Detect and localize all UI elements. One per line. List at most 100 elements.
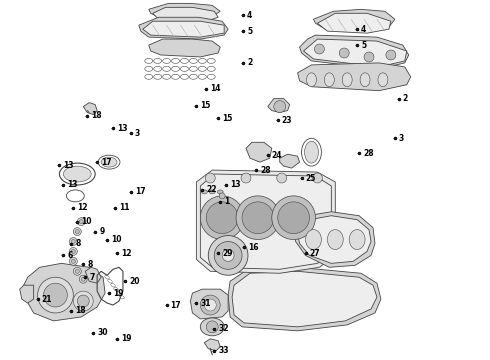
Circle shape bbox=[219, 193, 225, 199]
Circle shape bbox=[222, 249, 234, 261]
Polygon shape bbox=[280, 154, 299, 168]
Polygon shape bbox=[191, 289, 228, 319]
Circle shape bbox=[72, 249, 75, 253]
Circle shape bbox=[79, 275, 87, 283]
Text: 4: 4 bbox=[361, 25, 367, 34]
Text: 17: 17 bbox=[135, 188, 146, 197]
Polygon shape bbox=[232, 271, 377, 327]
Text: 5: 5 bbox=[361, 41, 366, 50]
Ellipse shape bbox=[349, 230, 365, 249]
Circle shape bbox=[313, 173, 322, 183]
Polygon shape bbox=[299, 35, 409, 69]
Circle shape bbox=[38, 277, 74, 313]
Circle shape bbox=[272, 196, 316, 239]
Ellipse shape bbox=[101, 157, 117, 167]
Polygon shape bbox=[297, 63, 411, 91]
Ellipse shape bbox=[307, 73, 317, 87]
Polygon shape bbox=[297, 216, 371, 264]
Text: 28: 28 bbox=[260, 166, 270, 175]
Text: 33: 33 bbox=[218, 346, 229, 355]
Polygon shape bbox=[20, 285, 34, 303]
Text: 22: 22 bbox=[206, 185, 217, 194]
Text: 24: 24 bbox=[272, 151, 282, 160]
Circle shape bbox=[72, 260, 75, 264]
Text: 2: 2 bbox=[403, 94, 408, 103]
Circle shape bbox=[70, 257, 77, 265]
Text: 20: 20 bbox=[129, 277, 139, 286]
Text: 14: 14 bbox=[210, 84, 221, 93]
Text: 3: 3 bbox=[399, 134, 404, 143]
Circle shape bbox=[200, 196, 244, 239]
Polygon shape bbox=[85, 267, 101, 283]
Text: 13: 13 bbox=[117, 124, 127, 133]
Circle shape bbox=[74, 291, 93, 311]
Text: 18: 18 bbox=[75, 306, 86, 315]
Circle shape bbox=[208, 235, 248, 275]
Circle shape bbox=[364, 52, 374, 62]
Polygon shape bbox=[24, 264, 105, 321]
Circle shape bbox=[274, 100, 286, 113]
Text: 13: 13 bbox=[230, 180, 241, 189]
Circle shape bbox=[75, 269, 79, 273]
Text: 23: 23 bbox=[282, 116, 292, 125]
Polygon shape bbox=[204, 339, 220, 351]
Ellipse shape bbox=[217, 190, 223, 194]
Text: 25: 25 bbox=[306, 174, 316, 183]
Text: 21: 21 bbox=[42, 294, 52, 303]
Text: 2: 2 bbox=[247, 58, 252, 67]
Polygon shape bbox=[149, 39, 220, 57]
Circle shape bbox=[277, 173, 287, 183]
Ellipse shape bbox=[209, 190, 215, 194]
Circle shape bbox=[242, 202, 274, 234]
Text: 7: 7 bbox=[89, 273, 95, 282]
Circle shape bbox=[214, 242, 242, 269]
Text: 17: 17 bbox=[101, 158, 112, 167]
Polygon shape bbox=[318, 13, 391, 33]
Circle shape bbox=[236, 196, 280, 239]
Text: 1: 1 bbox=[224, 197, 229, 206]
Polygon shape bbox=[294, 212, 375, 267]
Circle shape bbox=[75, 230, 79, 234]
Ellipse shape bbox=[324, 73, 334, 87]
Text: 28: 28 bbox=[363, 149, 374, 158]
Circle shape bbox=[77, 218, 85, 226]
Polygon shape bbox=[83, 103, 97, 114]
Text: 10: 10 bbox=[111, 235, 122, 244]
Circle shape bbox=[70, 247, 77, 255]
Ellipse shape bbox=[360, 73, 370, 87]
Ellipse shape bbox=[327, 230, 343, 249]
Circle shape bbox=[386, 50, 396, 60]
Text: 19: 19 bbox=[113, 289, 123, 298]
Text: 18: 18 bbox=[91, 111, 102, 120]
Polygon shape bbox=[153, 7, 218, 23]
Text: 8: 8 bbox=[87, 260, 93, 269]
Text: 11: 11 bbox=[119, 203, 129, 212]
Ellipse shape bbox=[63, 166, 91, 182]
Text: 12: 12 bbox=[77, 203, 88, 212]
Ellipse shape bbox=[342, 73, 352, 87]
Polygon shape bbox=[268, 99, 290, 113]
Text: 30: 30 bbox=[97, 328, 108, 337]
Text: 15: 15 bbox=[200, 101, 211, 110]
Text: 9: 9 bbox=[99, 227, 104, 236]
Circle shape bbox=[204, 299, 216, 311]
Text: 31: 31 bbox=[200, 298, 211, 307]
Text: 19: 19 bbox=[121, 334, 131, 343]
Text: 8: 8 bbox=[75, 239, 81, 248]
Text: 27: 27 bbox=[310, 249, 320, 258]
Circle shape bbox=[77, 295, 89, 307]
Circle shape bbox=[315, 44, 324, 54]
Text: 3: 3 bbox=[135, 129, 140, 138]
Text: 4: 4 bbox=[247, 11, 252, 20]
Circle shape bbox=[206, 202, 238, 234]
Text: 13: 13 bbox=[68, 180, 78, 189]
Text: 15: 15 bbox=[222, 114, 233, 123]
Circle shape bbox=[339, 48, 349, 58]
Polygon shape bbox=[139, 17, 228, 39]
Polygon shape bbox=[149, 3, 220, 19]
Text: 13: 13 bbox=[63, 161, 74, 170]
Polygon shape bbox=[143, 21, 224, 37]
Ellipse shape bbox=[200, 318, 224, 336]
Circle shape bbox=[74, 228, 81, 235]
Circle shape bbox=[205, 173, 215, 183]
